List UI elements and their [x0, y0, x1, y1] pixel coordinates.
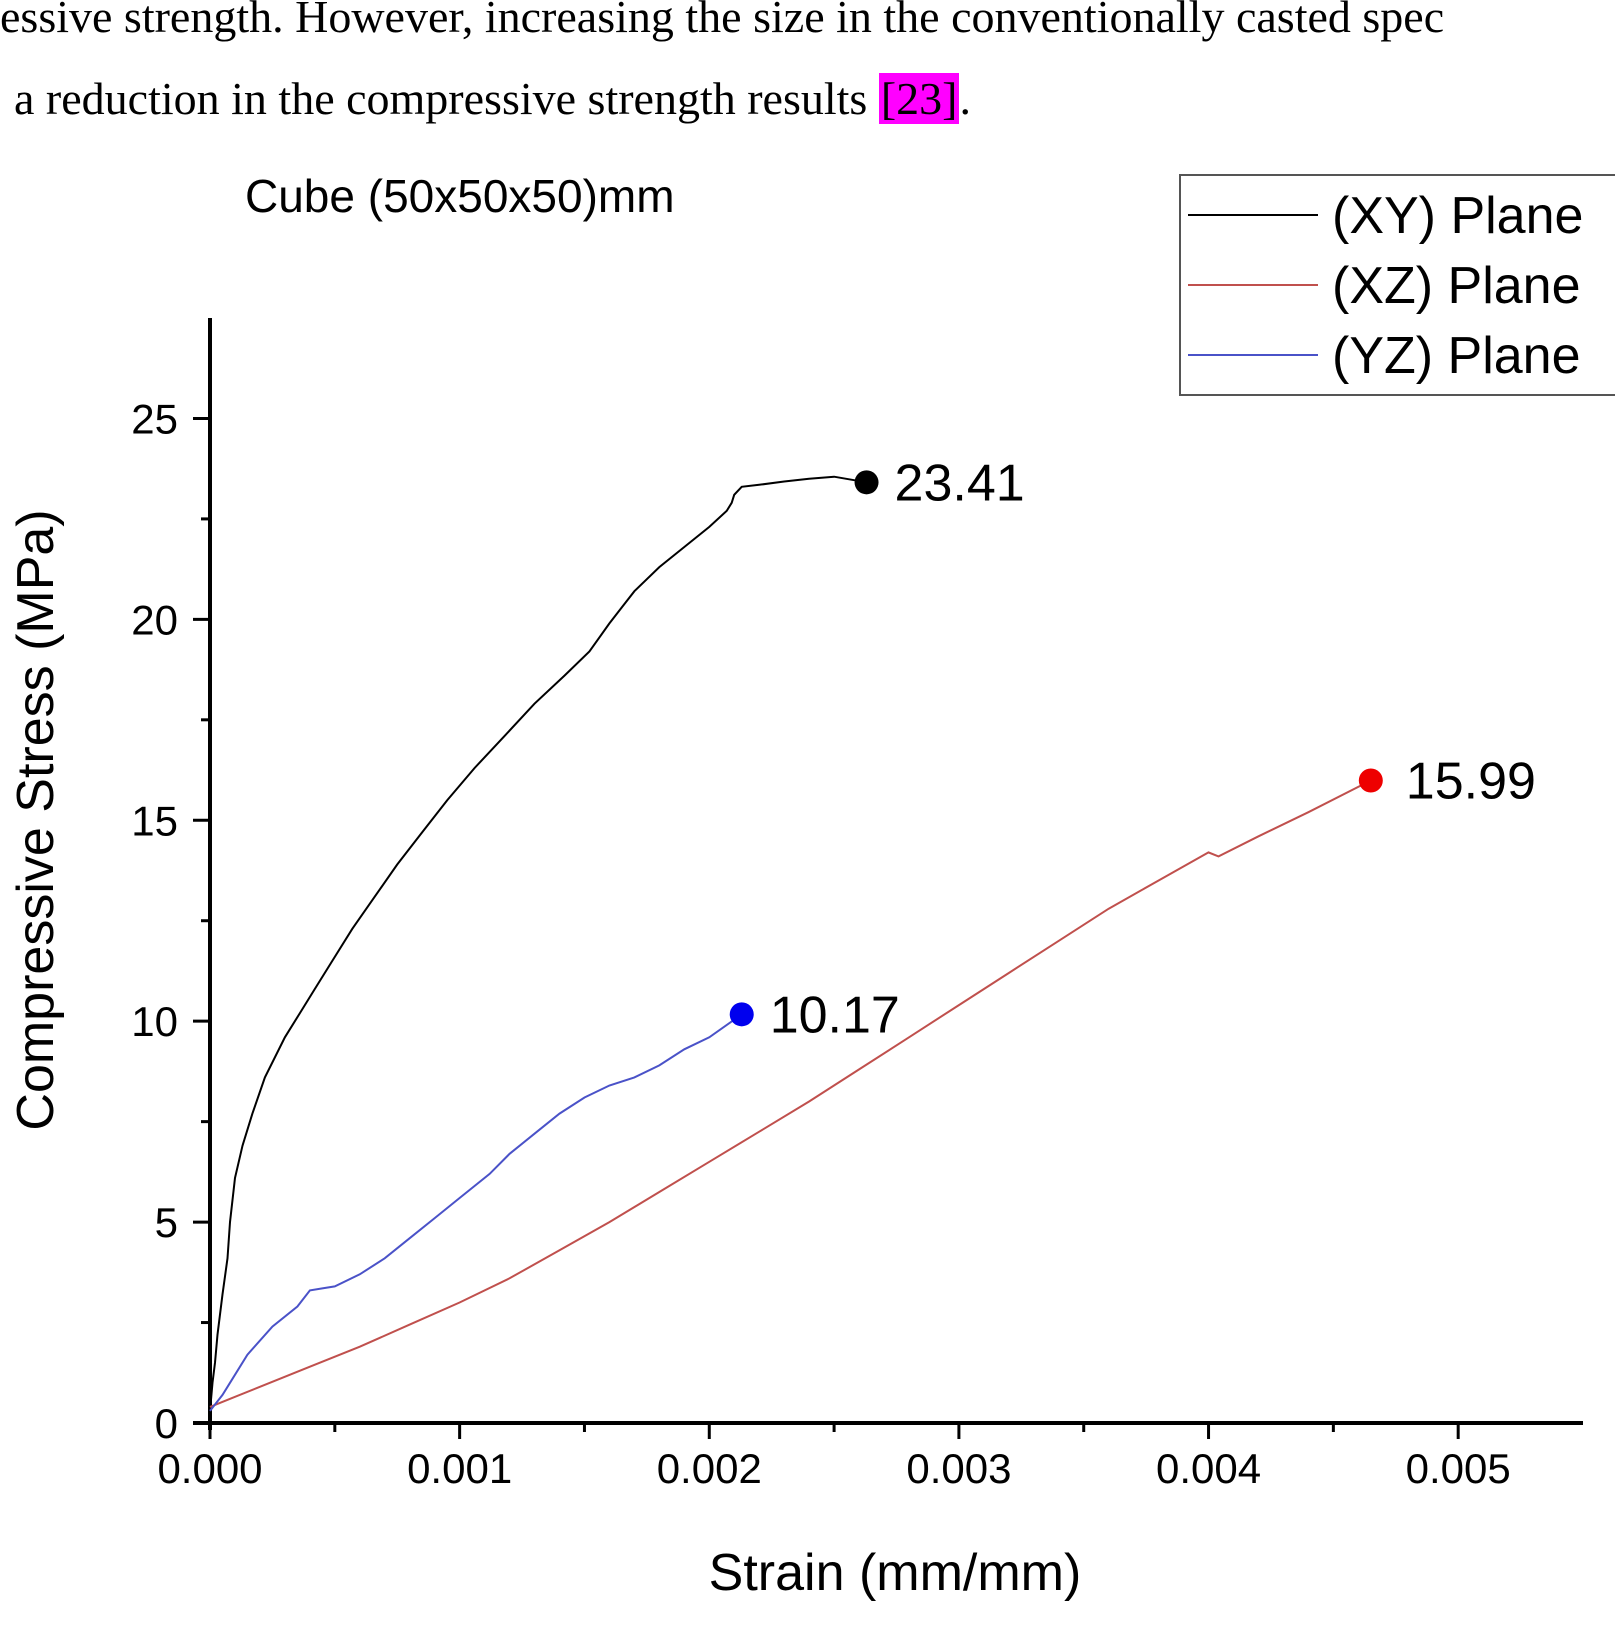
- y-tick-label: 20: [131, 596, 178, 643]
- peak-label-yzplane: 10.17: [770, 986, 900, 1044]
- x-tick-label: 0.003: [906, 1445, 1011, 1492]
- citation-link[interactable]: [23]: [878, 73, 960, 124]
- series-line-xyplane: [209, 475, 867, 1411]
- legend-label-xyplane: (XY) Plane: [1332, 187, 1583, 245]
- y-tick-label: 15: [131, 797, 178, 844]
- peak-label-xzplane: 15.99: [1406, 752, 1536, 810]
- legend: (XY) Plane (XZ) Plane (YZ) Plane: [1179, 174, 1615, 396]
- y-axis-label: Compressive Stress (MPa): [7, 509, 65, 1130]
- paragraph-line-2-text: a reduction in the compressive strength …: [14, 73, 879, 124]
- peak-label-xyplane: 23.41: [895, 454, 1025, 512]
- x-tick-label: 0.000: [157, 1445, 262, 1492]
- chart-title: Cube (50x50x50)mm: [245, 170, 675, 222]
- y-tick-label: 0: [155, 1400, 178, 1447]
- x-tick-label: 0.004: [1156, 1445, 1261, 1492]
- x-tick-label: 0.002: [657, 1445, 762, 1492]
- peak-marker-yzplane: [729, 1002, 754, 1027]
- y-tick-label: 25: [131, 395, 178, 442]
- legend-label-xzplane: (XZ) Plane: [1332, 257, 1581, 315]
- paragraph-line-2-end: .: [959, 73, 971, 124]
- series-line-yzplane: [209, 1013, 743, 1412]
- x-tick-label: 0.001: [407, 1445, 512, 1492]
- y-tick-label: 10: [131, 998, 178, 1045]
- series-line-xzplane: [209, 779, 1372, 1408]
- peak-marker-xzplane: [1358, 768, 1383, 793]
- paragraph-line-2: a reduction in the compressive strength …: [14, 72, 1615, 125]
- paragraph-line-1: essive strength. However, increasing the…: [0, 0, 1615, 43]
- peak-marker-xyplane: [854, 470, 879, 495]
- paragraph-line-1-text: essive strength. However, increasing the…: [0, 0, 1445, 42]
- x-axis-label: Strain (mm/mm): [709, 1544, 1082, 1602]
- legend-label-yzplane: (YZ) Plane: [1332, 327, 1581, 385]
- y-tick-label: 5: [155, 1199, 178, 1246]
- x-tick-label: 0.005: [1406, 1445, 1511, 1492]
